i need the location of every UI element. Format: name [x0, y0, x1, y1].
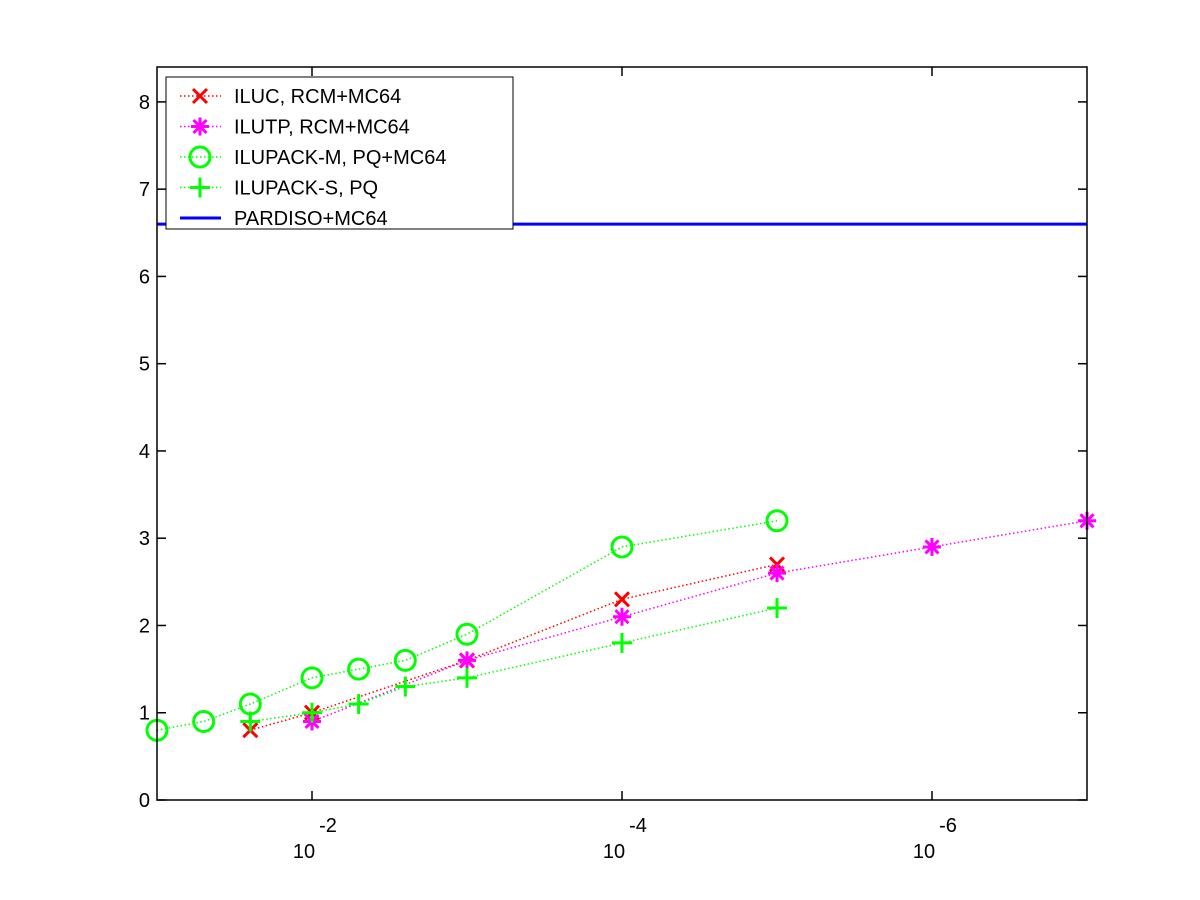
- data-point-ilupack-s-pq-2: [348, 694, 369, 715]
- legend-label-pardiso-mc64: PARDISO+MC64: [234, 208, 388, 230]
- x-tick-exponent: -6: [939, 815, 957, 837]
- data-point-ilupack-s-pq-0: [240, 711, 261, 732]
- data-point-ilupack-m-pq-mc64-3: [300, 666, 324, 690]
- data-point-ilupack-m-pq-mc64-7: [610, 535, 634, 559]
- y-tick-label: 4: [139, 441, 150, 463]
- data-point-ilupack-m-pq-mc64-8: [765, 509, 789, 533]
- x-tick-base: 10: [913, 841, 935, 863]
- legend-label-iluc-rcm-mc64: ILUC, RCM+MC64: [234, 86, 401, 108]
- series-line-iluc-rcm-mc64: [250, 563, 778, 731]
- legend-label-ilutp-rcm-mc64: ILUTP, RCM+MC64: [234, 117, 410, 139]
- data-point-ilupack-s-pq-5: [612, 632, 632, 653]
- y-tick-label: 8: [139, 92, 150, 114]
- legend: ILUC, RCM+MC64 ILUTP, RCM+MC64 ILUPACK-M, …: [165, 76, 514, 230]
- data-point-ilupack-m-pq-mc64-6: [455, 622, 479, 646]
- y-tick-label: 5: [139, 354, 150, 376]
- data-point-ilupack-s-pq-1: [302, 702, 322, 723]
- series-line-ilupack-s-pq: [250, 607, 778, 723]
- legend-marker-iluc-rcm-mc64: [191, 87, 209, 105]
- x-tick-exponent: -4: [629, 815, 647, 837]
- data-point-ilupack-m-pq-mc64-1: [192, 709, 216, 733]
- y-tick-label: 2: [139, 615, 150, 637]
- data-point-iluc-rcm-mc64-3: [613, 591, 631, 608]
- legend-marker-ilupack-s-pq: [190, 177, 210, 198]
- y-tick-label: 7: [139, 179, 150, 201]
- series-lines: [156, 222, 1088, 731]
- legend-marker-ilupack-m-pq-mc64: [188, 145, 212, 169]
- data-point-ilutp-rcm-mc64-2: [613, 607, 631, 626]
- legend-box: [165, 76, 514, 230]
- legend-marker-ilutp-rcm-mc64: [191, 117, 209, 136]
- y-tick-label: 1: [139, 703, 150, 725]
- series-markers: [145, 509, 1096, 742]
- data-point-ilupack-m-pq-mc64-5: [393, 648, 417, 672]
- y-tick-label: 0: [139, 790, 150, 812]
- x-tick-base: 10: [603, 841, 625, 863]
- data-point-ilupack-s-pq-3: [395, 676, 416, 697]
- x-tick-base: 10: [293, 841, 315, 863]
- series-line-ilupack-m-pq-mc64: [156, 520, 778, 731]
- data-point-ilutp-rcm-mc64-4: [923, 537, 941, 556]
- data-point-ilutp-rcm-mc64-1: [458, 651, 476, 670]
- legend-label-ilupack-s-pq: ILUPACK-S, PQ: [234, 178, 378, 200]
- series-line-ilutp-rcm-mc64: [311, 520, 1088, 723]
- x-tick-exponent: -2: [319, 815, 337, 837]
- y-tick-label: 6: [139, 266, 150, 288]
- data-point-ilupack-s-pq-6: [767, 598, 787, 619]
- data-point-ilutp-rcm-mc64-3: [768, 564, 786, 583]
- data-point-ilupack-m-pq-mc64-4: [347, 657, 371, 681]
- y-tick-label: 3: [139, 528, 150, 550]
- legend-label-ilupack-m-pq-mc64: ILUPACK-M, PQ+MC64: [234, 147, 446, 169]
- data-point-ilupack-s-pq-4: [457, 667, 477, 688]
